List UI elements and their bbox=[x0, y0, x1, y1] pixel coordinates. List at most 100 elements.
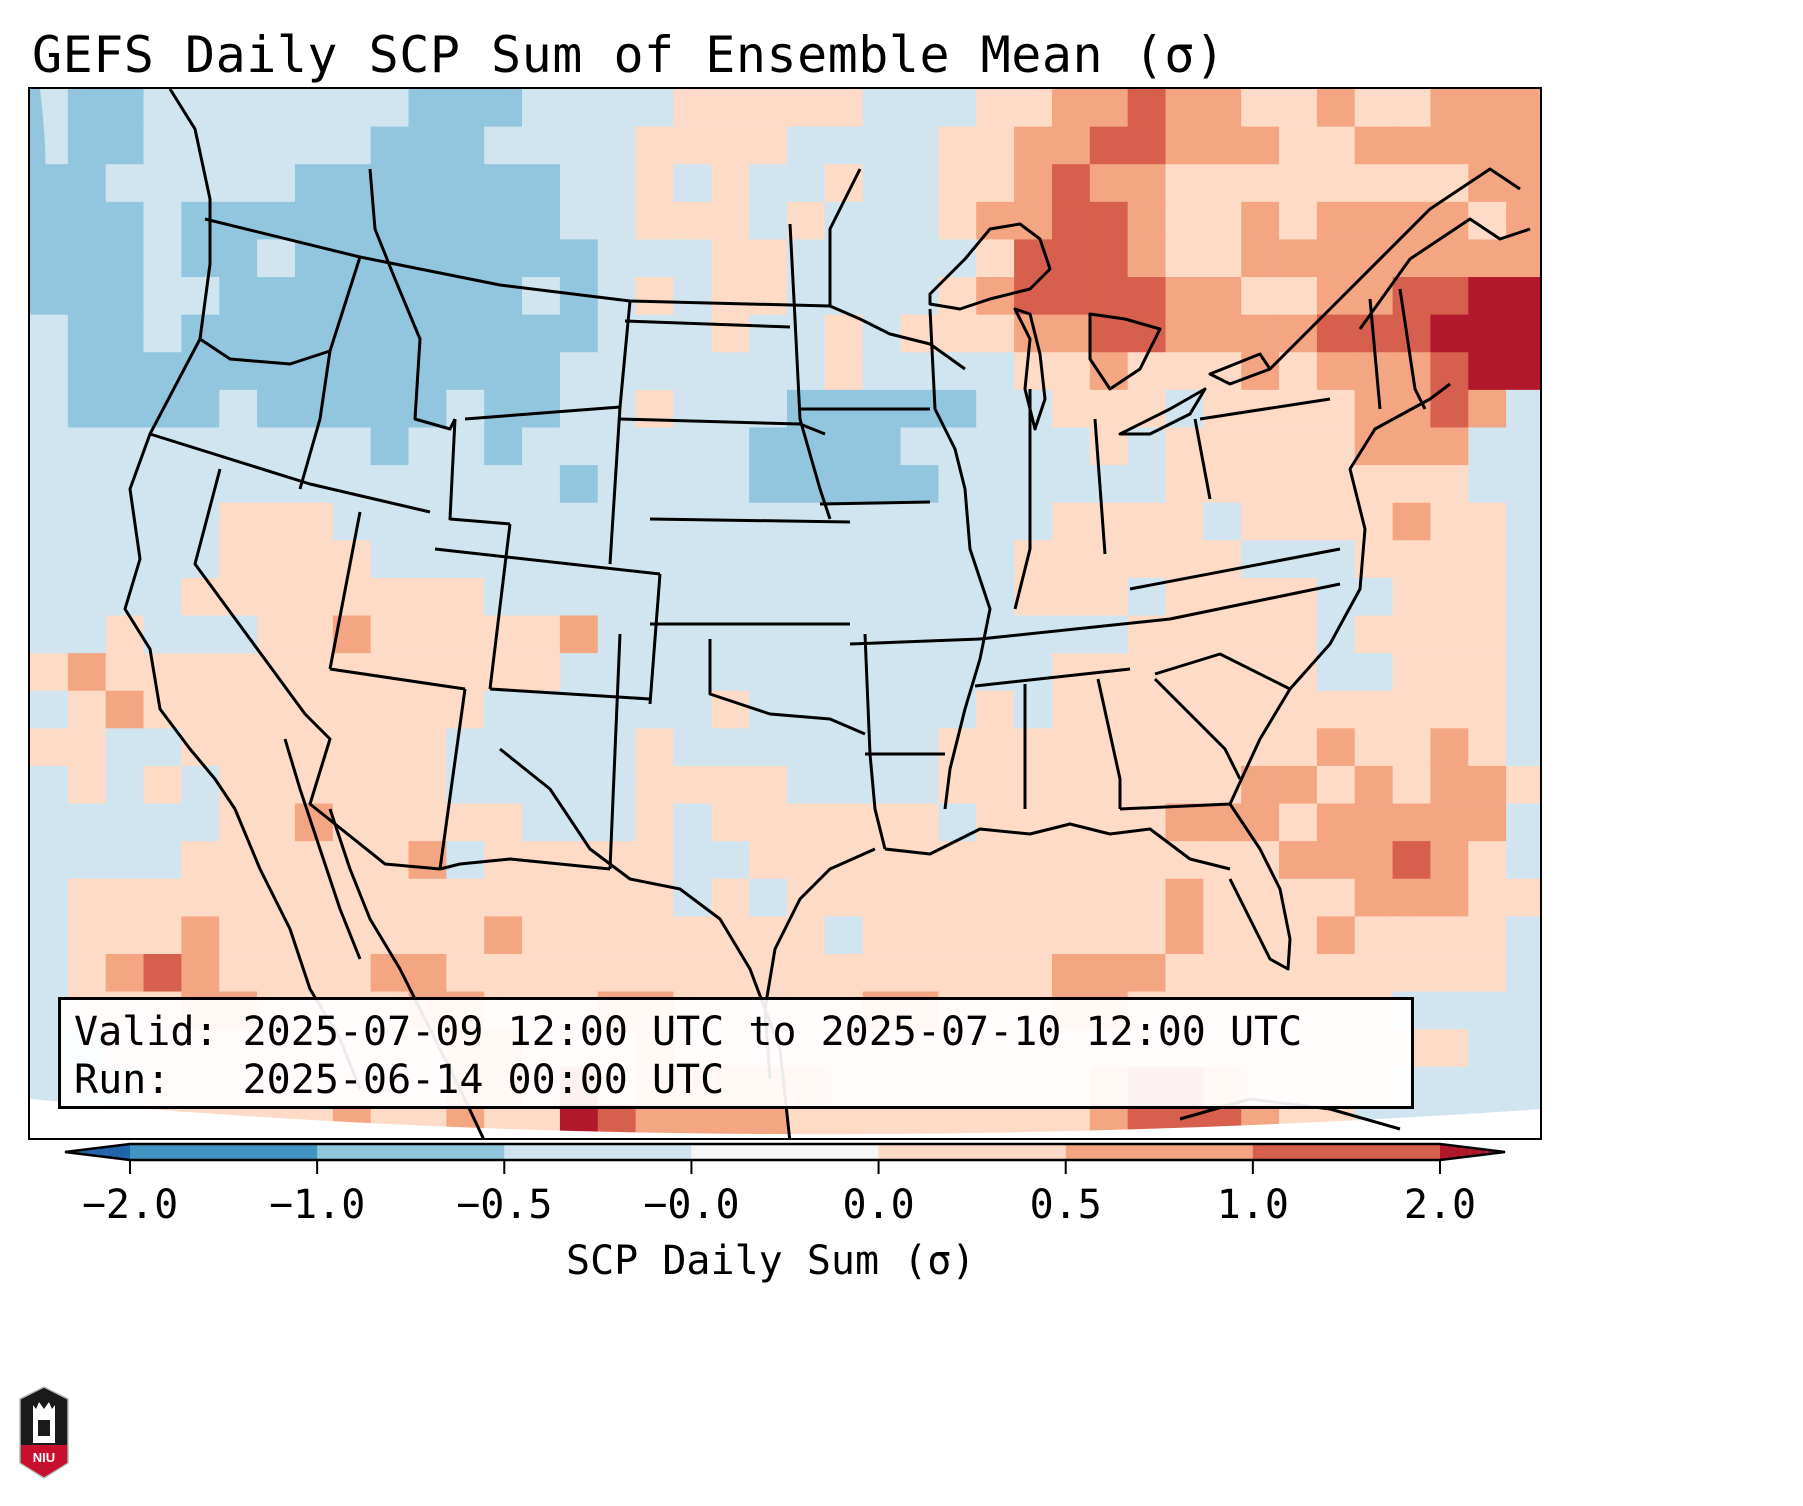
field-cell bbox=[1014, 953, 1053, 993]
field-cell bbox=[1430, 389, 1469, 429]
colorbar-segment bbox=[878, 1144, 1067, 1160]
field-cell bbox=[446, 841, 485, 880]
border-id-mt bbox=[368, 168, 457, 431]
border-canada-east bbox=[828, 168, 862, 306]
field-cell bbox=[1316, 916, 1356, 955]
field-cell bbox=[559, 201, 599, 241]
field-cell bbox=[1051, 841, 1091, 880]
field-cell bbox=[370, 126, 410, 165]
field-cell bbox=[749, 765, 788, 805]
field-cell bbox=[1051, 728, 1091, 767]
field-cell bbox=[711, 878, 750, 917]
field-cell bbox=[635, 577, 675, 617]
field-cell bbox=[635, 126, 675, 165]
field-cell bbox=[219, 540, 258, 579]
field-cell bbox=[408, 615, 447, 654]
field-cell bbox=[181, 239, 220, 278]
field-cell bbox=[976, 690, 1015, 729]
field-cell bbox=[1203, 803, 1242, 842]
field-cell bbox=[635, 502, 675, 541]
field-cell bbox=[862, 164, 902, 203]
field-cell bbox=[219, 277, 258, 316]
field-cell bbox=[900, 201, 939, 241]
field-cell bbox=[1014, 916, 1053, 955]
field-cell bbox=[938, 164, 977, 203]
field-cell bbox=[1506, 314, 1540, 353]
border-al-ga bbox=[1096, 678, 1122, 809]
field-cell bbox=[332, 577, 372, 617]
field-cell bbox=[1089, 465, 1129, 504]
border-ny-ne bbox=[1368, 298, 1382, 410]
field-cell bbox=[522, 465, 561, 504]
field-cell bbox=[1468, 841, 1507, 880]
coastline-st-lawrence bbox=[1268, 167, 1521, 371]
field-cell bbox=[181, 577, 220, 617]
field-cell bbox=[1089, 878, 1129, 917]
field-cell bbox=[1316, 465, 1356, 504]
field-cell bbox=[597, 502, 637, 541]
field-cell bbox=[1203, 502, 1242, 541]
field-cell bbox=[1279, 201, 1318, 241]
field-cell bbox=[332, 690, 372, 729]
field-cell bbox=[862, 765, 902, 805]
field-cell bbox=[711, 540, 750, 579]
field-cell bbox=[370, 615, 410, 654]
field-cell bbox=[1354, 201, 1394, 241]
colorbar-tick-label: 0.0 bbox=[842, 1182, 915, 1228]
field-cell bbox=[105, 126, 145, 165]
field-edge-west bbox=[30, 89, 46, 299]
field-cell bbox=[1430, 765, 1469, 805]
field-cell bbox=[597, 201, 637, 241]
border-id-nv bbox=[298, 350, 332, 490]
lake-michigan bbox=[1013, 307, 1047, 431]
field-cell bbox=[1014, 89, 1053, 128]
logo-text: NIU bbox=[33, 1450, 55, 1465]
field-cell bbox=[143, 201, 182, 241]
border-tn-south bbox=[974, 667, 1131, 688]
field-cell bbox=[597, 239, 637, 278]
field-cell bbox=[1165, 916, 1204, 955]
field-cell bbox=[522, 916, 561, 955]
field-cell bbox=[105, 728, 145, 767]
field-cell bbox=[1468, 953, 1507, 993]
field-cell bbox=[370, 803, 410, 842]
field-cell bbox=[332, 728, 372, 767]
field-cell bbox=[787, 728, 826, 767]
field-cell bbox=[1089, 841, 1129, 880]
field-cell bbox=[938, 389, 977, 429]
field-cell bbox=[370, 690, 410, 729]
field-cell bbox=[1392, 653, 1432, 692]
field-cell bbox=[1354, 465, 1394, 504]
field-cell bbox=[862, 916, 902, 955]
field-cell bbox=[1127, 728, 1167, 767]
field-cell bbox=[1354, 803, 1394, 842]
field-cell bbox=[1506, 427, 1540, 466]
field-cell bbox=[1279, 765, 1318, 805]
field-cell bbox=[522, 690, 561, 729]
field-cell bbox=[1279, 465, 1318, 504]
field-cell bbox=[484, 765, 523, 805]
field-cell bbox=[294, 653, 334, 692]
field-cell bbox=[30, 803, 69, 842]
field-cell bbox=[559, 540, 599, 579]
field-cell bbox=[1241, 653, 1280, 692]
field-cell bbox=[1468, 314, 1507, 353]
field-cell bbox=[597, 878, 637, 917]
field-cell bbox=[1051, 502, 1091, 541]
field-cell bbox=[1279, 653, 1318, 692]
field-cell bbox=[1241, 427, 1280, 466]
field-cell bbox=[1014, 502, 1053, 541]
projection-edge bbox=[30, 1099, 1540, 1138]
field-cell bbox=[1014, 841, 1053, 880]
field-cell bbox=[1089, 540, 1129, 579]
field-cell bbox=[370, 577, 410, 617]
field-cell bbox=[559, 465, 599, 504]
field-cell bbox=[711, 427, 750, 466]
field-cell bbox=[370, 89, 410, 128]
field-cell bbox=[862, 1104, 902, 1138]
field-cell bbox=[30, 352, 69, 391]
field-cell bbox=[1279, 841, 1318, 880]
field-cell bbox=[446, 277, 485, 316]
border-va-nc bbox=[1129, 547, 1341, 591]
field-cell bbox=[408, 314, 447, 353]
